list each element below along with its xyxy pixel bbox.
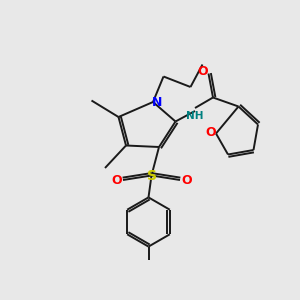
Text: O: O xyxy=(111,173,122,187)
Text: NH: NH xyxy=(186,111,204,122)
Text: N: N xyxy=(152,95,162,109)
Text: S: S xyxy=(146,169,157,182)
Text: O: O xyxy=(198,64,208,78)
Text: O: O xyxy=(205,125,216,139)
Text: O: O xyxy=(181,173,192,187)
